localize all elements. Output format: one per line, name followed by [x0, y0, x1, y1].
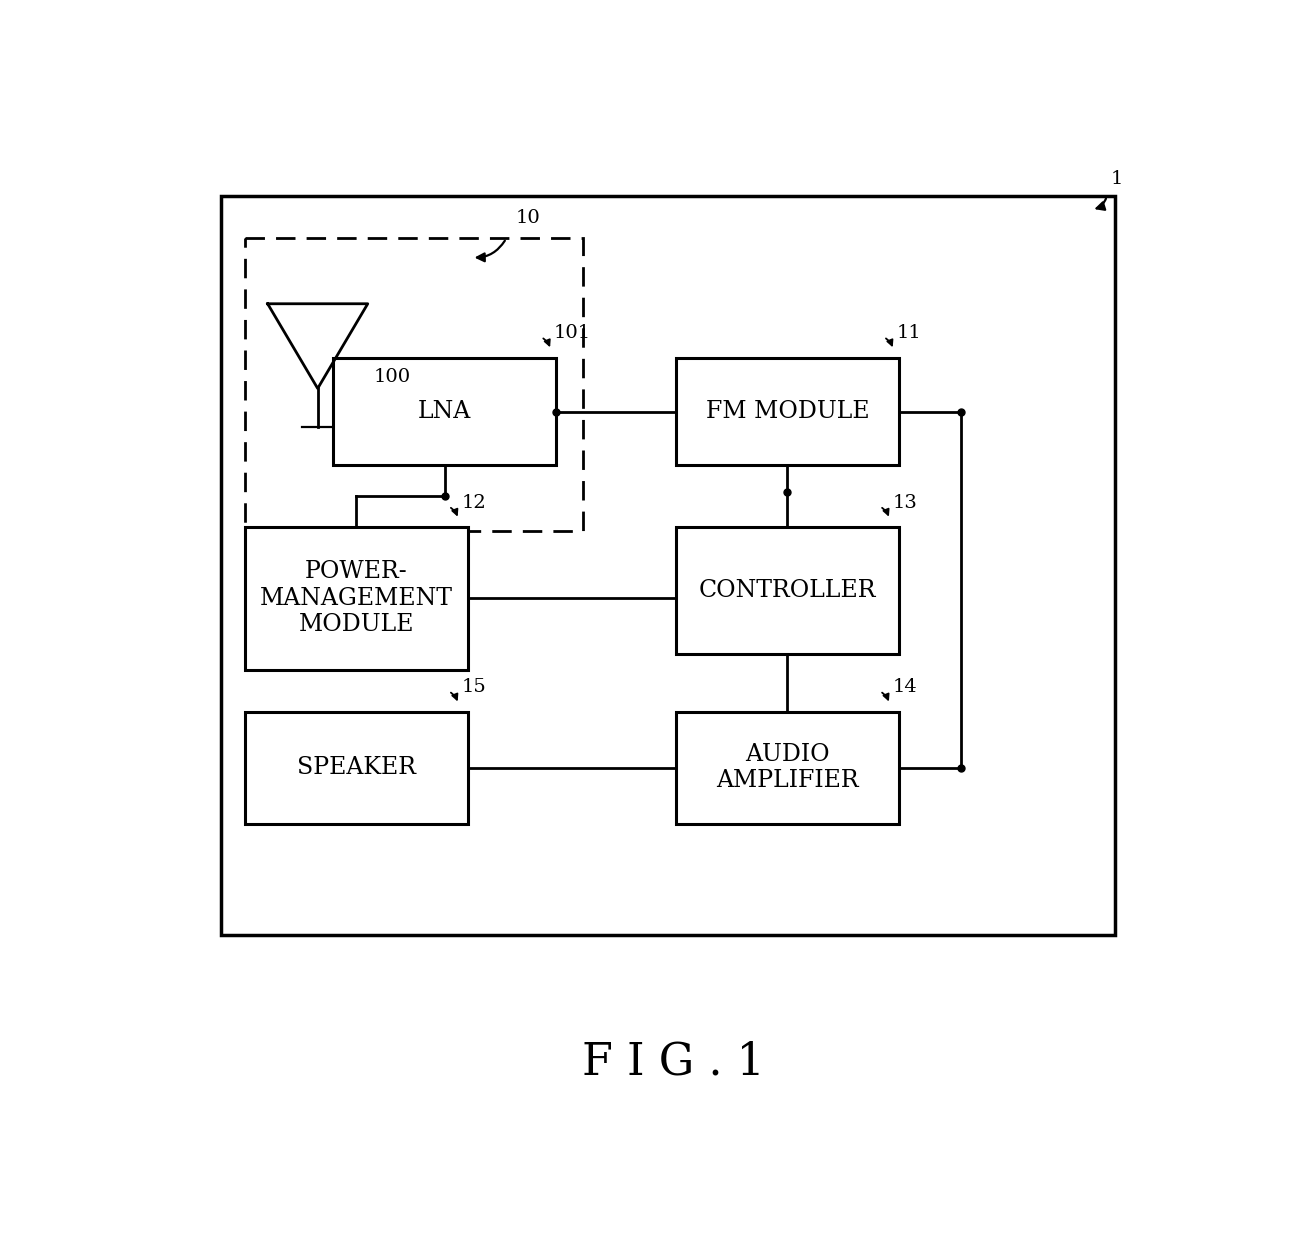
Bar: [222, 196, 1114, 935]
Bar: [244, 238, 583, 530]
Text: 1: 1: [1110, 170, 1123, 188]
Text: 12: 12: [461, 494, 486, 512]
Bar: [332, 358, 556, 466]
Bar: [675, 711, 899, 824]
Text: 101: 101: [555, 324, 591, 342]
Text: 13: 13: [894, 494, 917, 512]
Bar: [675, 358, 899, 466]
Text: LNA: LNA: [418, 401, 472, 423]
Text: AUDIO
AMPLIFIER: AUDIO AMPLIFIER: [716, 743, 858, 792]
Bar: [244, 527, 468, 669]
Text: POWER-
MANAGEMENT
MODULE: POWER- MANAGEMENT MODULE: [260, 560, 453, 636]
Text: 10: 10: [515, 208, 540, 227]
Text: 14: 14: [894, 679, 917, 696]
Bar: [244, 711, 468, 824]
Text: F I G . 1: F I G . 1: [582, 1041, 765, 1083]
Text: 11: 11: [896, 324, 921, 342]
Bar: [675, 527, 899, 654]
Text: FM MODULE: FM MODULE: [706, 401, 869, 423]
Text: 100: 100: [374, 368, 411, 386]
Text: SPEAKER: SPEAKER: [297, 756, 415, 779]
Text: CONTROLLER: CONTROLLER: [699, 579, 876, 602]
Text: 15: 15: [461, 679, 486, 696]
